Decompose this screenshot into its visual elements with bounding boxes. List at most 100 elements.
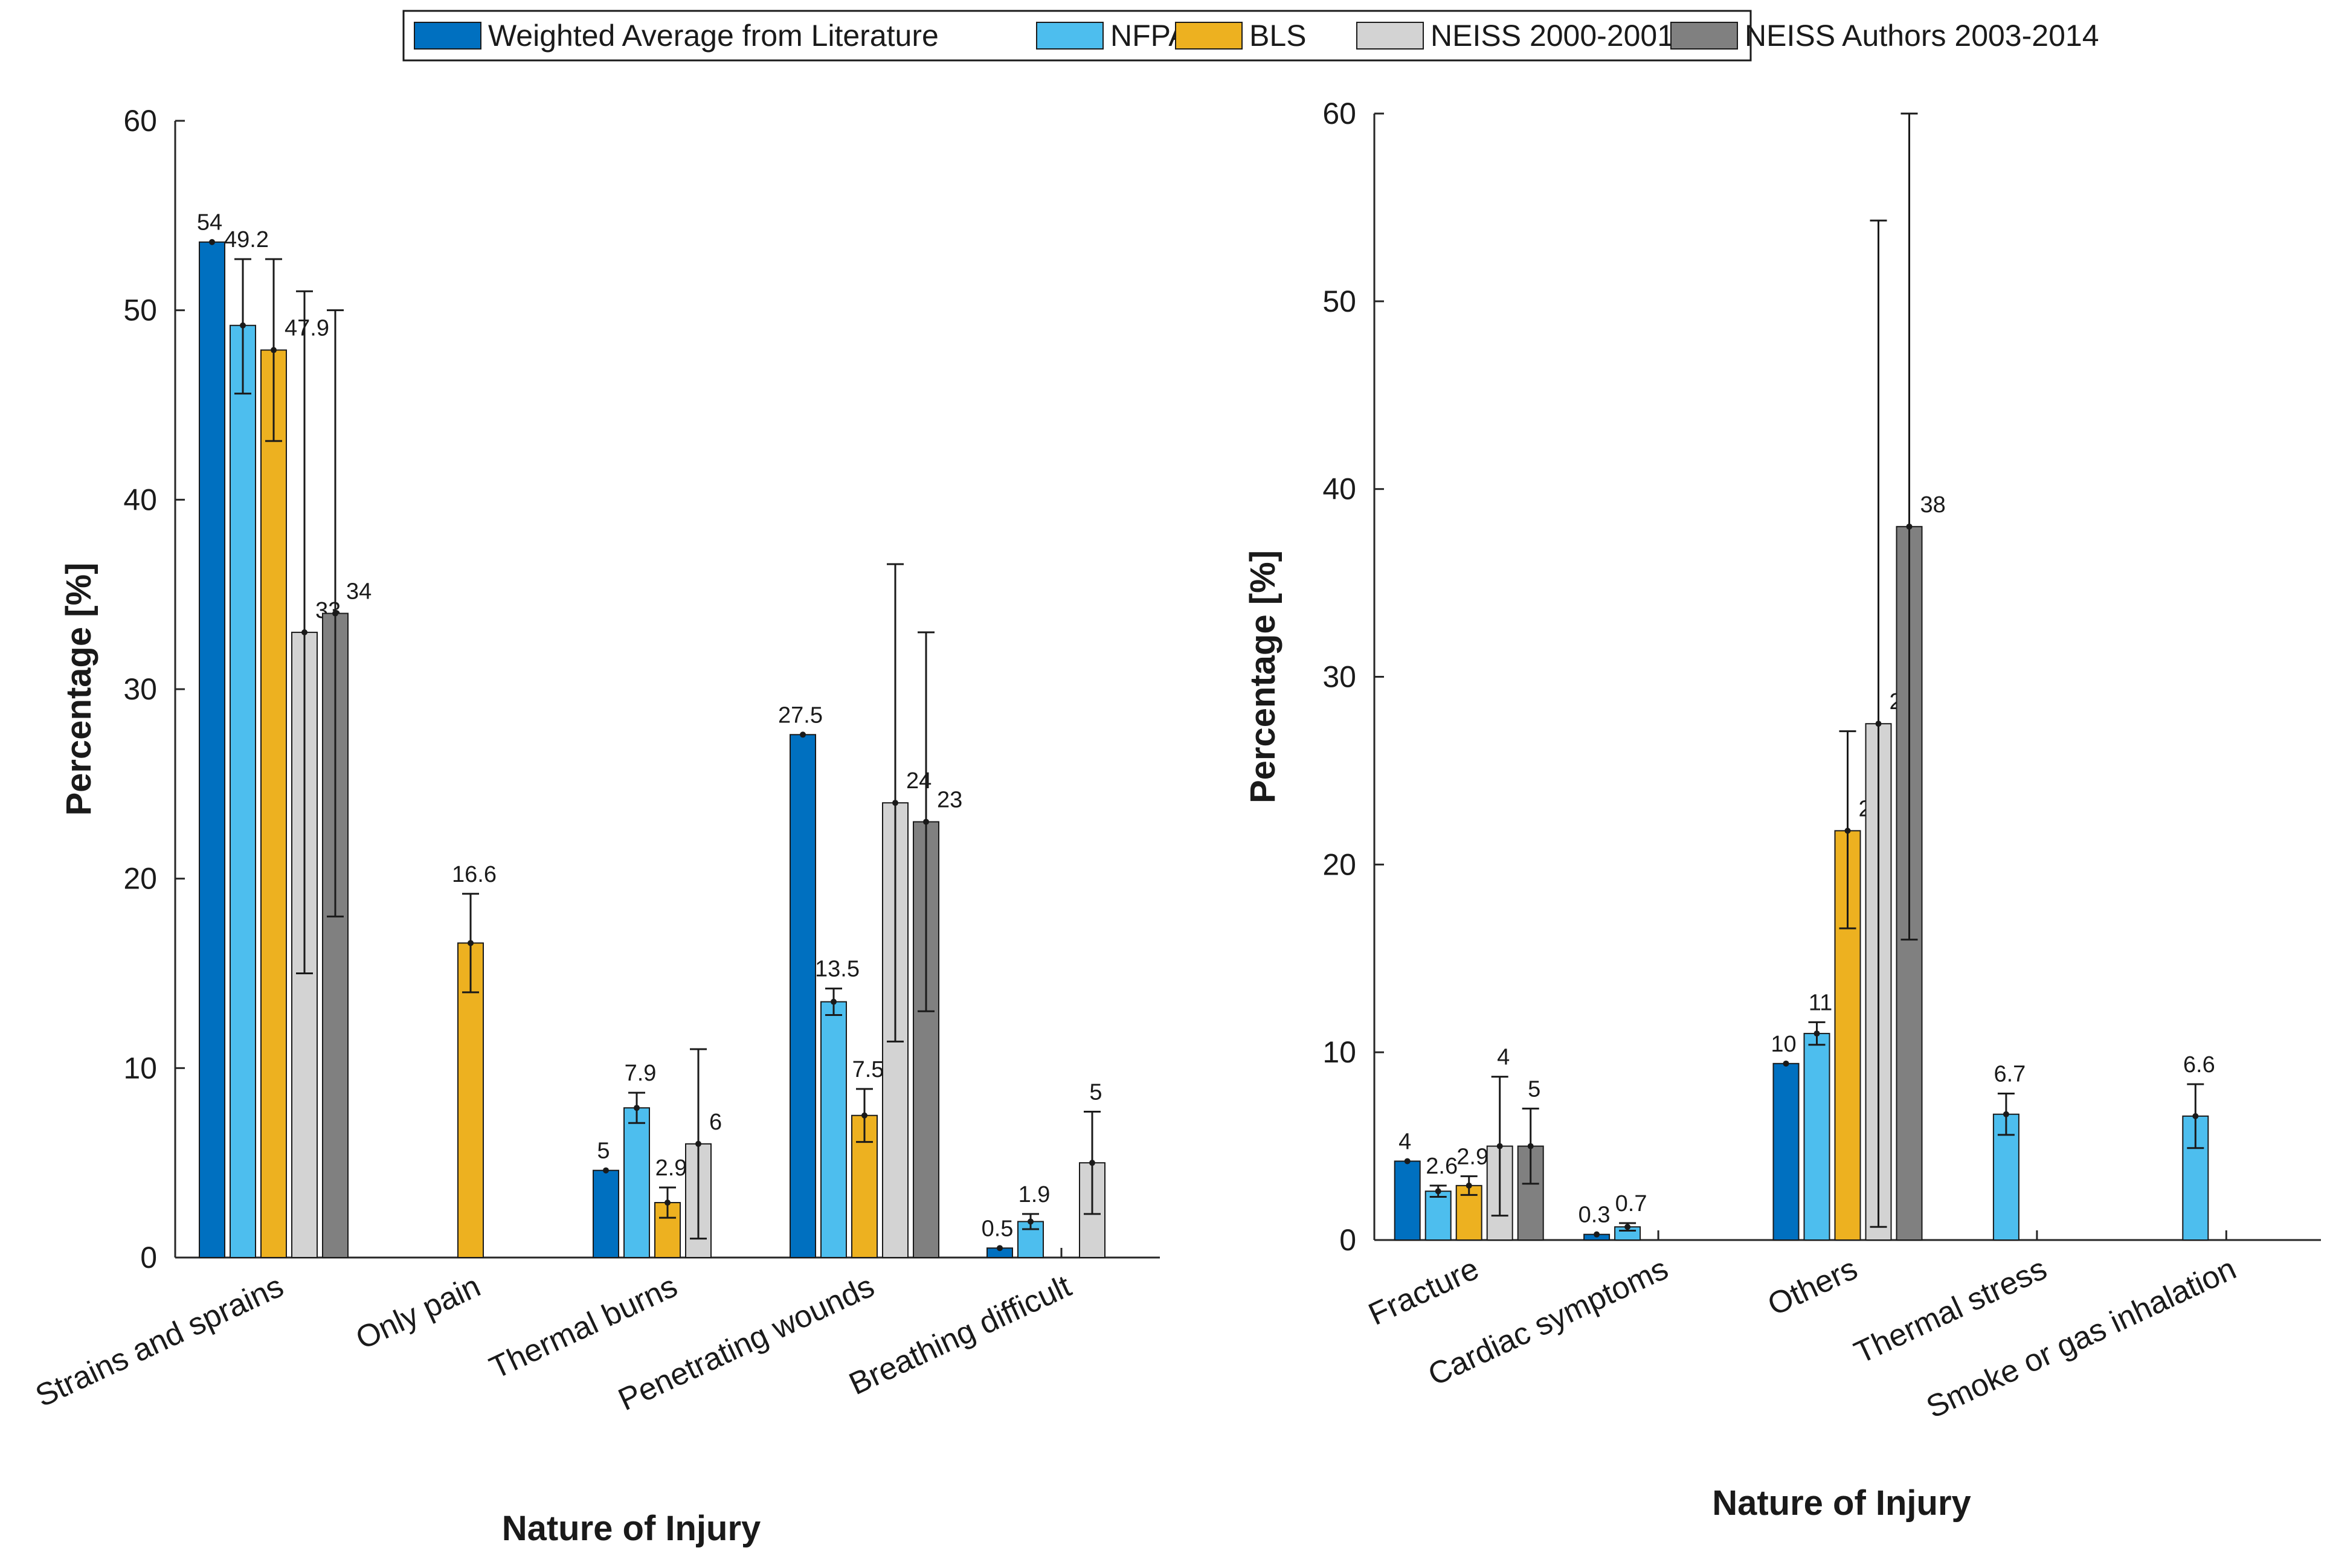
data-label: 2.6 (1426, 1154, 1458, 1179)
legend-bls-swatch (1175, 22, 1243, 50)
bar-point (634, 1105, 640, 1111)
data-label: 23 (937, 788, 962, 813)
bar-point (603, 1167, 609, 1174)
data-label: 7.9 (625, 1061, 657, 1086)
data-label: 6 (709, 1110, 722, 1135)
category-label-breathing-difficult: Breathing difficult (844, 1268, 1077, 1402)
data-label: 1.9 (1019, 1182, 1051, 1207)
y-tick-label: 30 (1322, 660, 1356, 694)
data-label: 13.5 (815, 957, 860, 982)
x-axis-title: Nature of Injury (502, 1509, 761, 1548)
y-axis-title: Percentage [%] (59, 562, 98, 815)
data-label: 49.2 (224, 227, 269, 252)
bar-point (1028, 1218, 1034, 1225)
bar-point (923, 818, 929, 825)
y-tick-label: 60 (1322, 97, 1356, 130)
bar-point (1906, 523, 1913, 530)
legend-bls-label: BLS (1249, 19, 1307, 53)
bar-nfpa-others (1803, 1033, 1830, 1241)
data-label: 2.9 (1456, 1144, 1488, 1169)
category-label-fracture: Fracture (1363, 1251, 1484, 1332)
y-tick-label: 10 (1322, 1035, 1356, 1069)
data-label: 54 (197, 210, 222, 236)
bar-point (665, 1200, 671, 1206)
bar-point (997, 1245, 1003, 1252)
data-label: 11 (1809, 990, 1832, 1015)
category-label-strains-and-sprains: Strains and sprains (30, 1268, 289, 1414)
y-axis-title: Percentage [%] (1243, 550, 1282, 803)
category-label-smoke-or-gas-inhalation: Smoke or gas inhalation (1921, 1251, 2241, 1425)
data-label: 16.6 (452, 862, 497, 887)
bar-point (271, 347, 277, 353)
bar-point (209, 239, 215, 245)
data-label: 34 (346, 579, 372, 605)
legend-weighted-average-from-literature-swatch (414, 22, 481, 50)
legend-neiss-2000-2001-swatch (1356, 22, 1424, 50)
bar-point (800, 731, 806, 738)
legend-neiss-authors-2003-2014-label: NEISS Authors 2003-2014 (1745, 19, 2099, 53)
bar-point (240, 322, 246, 329)
data-label: 0.7 (1615, 1191, 1647, 1216)
legend-neiss-2000-2001-label: NEISS 2000-2001 (1431, 19, 1674, 53)
bar-nfpa-fracture (1424, 1190, 1452, 1241)
y-tick-label: 40 (1322, 472, 1356, 506)
legend: Weighted Average from Literature NFPA BLS N… (402, 10, 2099, 62)
data-label: 38 (1920, 492, 1946, 518)
bar-nfpa-strains-and-sprains (230, 324, 256, 1258)
data-label: 6.6 (2183, 1052, 2215, 1078)
y-tick-label: 50 (1322, 284, 1356, 318)
data-label: 5 (597, 1139, 610, 1164)
data-label: 47.9 (285, 316, 329, 341)
bar-point (1844, 827, 1851, 834)
data-label: 10 (1771, 1032, 1796, 1057)
data-label: 2.9 (655, 1155, 687, 1181)
data-label: 0.5 (982, 1216, 1014, 1241)
bar-weighted-average-from-literature-others (1772, 1062, 1800, 1241)
bar-point (1624, 1224, 1631, 1230)
y-tick-label: 30 (123, 672, 157, 706)
data-label: 24 (906, 768, 932, 794)
bar-point (2192, 1113, 2199, 1119)
bar-point (2003, 1111, 2009, 1117)
data-label: 27.5 (778, 702, 823, 728)
bar-point (332, 610, 338, 617)
category-label-others: Others (1763, 1251, 1863, 1323)
y-tick-label: 40 (123, 483, 157, 516)
y-tick-label: 20 (1322, 847, 1356, 881)
bar-point (861, 1112, 867, 1119)
bar-point (1594, 1231, 1600, 1238)
bar-point (1783, 1060, 1789, 1067)
legend-nfpa-swatch (1036, 22, 1104, 50)
bar-point (301, 629, 307, 635)
bar-point (1527, 1143, 1534, 1149)
bar-point (1813, 1030, 1820, 1037)
bar-weighted-average-from-literature-thermal-burns (593, 1169, 619, 1259)
x-axis-title: Nature of Injury (1712, 1483, 1971, 1523)
bar-point (468, 940, 474, 946)
bar-nfpa-thermal-burns (623, 1107, 650, 1259)
chart-left: 0 10 20 30 40 50 60 Strains and sprains Only pai… (30, 104, 1160, 1548)
data-label: 7.5 (852, 1057, 884, 1082)
legend-weighted-average-from-literature-label: Weighted Average from Literature (488, 19, 939, 53)
legend-neiss-authors-2003-2014-swatch (1670, 22, 1738, 50)
y-tick-label: 60 (123, 104, 157, 138)
data-label: 0.3 (1579, 1203, 1611, 1228)
y-tick-label: 0 (140, 1241, 157, 1274)
bar-point (1404, 1158, 1411, 1165)
bar-point (1875, 721, 1882, 727)
bar-point (892, 800, 898, 806)
bar-point (695, 1140, 701, 1147)
y-tick-label: 50 (123, 294, 157, 327)
bar-point (1466, 1182, 1472, 1189)
bar-weighted-average-from-literature-fracture (1394, 1160, 1421, 1241)
bar-point (831, 998, 837, 1005)
y-tick-label: 20 (123, 862, 157, 896)
bar-point (1496, 1143, 1503, 1149)
bar-point (1089, 1160, 1095, 1166)
bar-bls-strains-and-sprains (260, 349, 287, 1259)
data-label: 4 (1398, 1129, 1411, 1154)
y-tick-label: 10 (123, 1051, 157, 1085)
data-label: 4 (1497, 1045, 1510, 1070)
bar-weighted-average-from-literature-strains-and-sprains (199, 241, 225, 1258)
